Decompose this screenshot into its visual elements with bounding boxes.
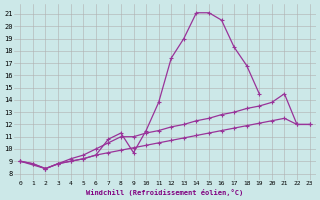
X-axis label: Windchill (Refroidissement éolien,°C): Windchill (Refroidissement éolien,°C) [86, 189, 244, 196]
